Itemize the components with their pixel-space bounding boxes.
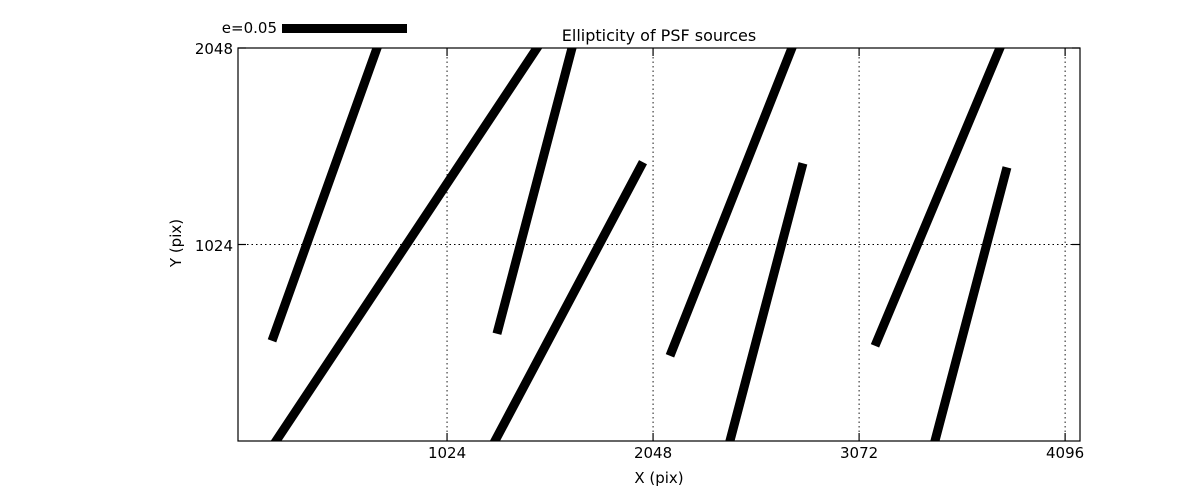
axes-spines: [237, 47, 1081, 442]
quiver-key-bar: [282, 24, 408, 33]
ellipticity-whisker: [489, 160, 647, 441]
x-tick-label-3072: 3072: [839, 444, 879, 462]
ellipticity-whisker: [665, 48, 797, 358]
ellipticity-whisker: [270, 48, 543, 441]
ellipticity-whisker: [267, 48, 382, 343]
y-tick-label-2048: 2048: [194, 40, 233, 58]
quiver-key-label: e=0.05: [221, 19, 277, 37]
whisker-group: [267, 48, 1012, 441]
ellipticity-whisker: [870, 48, 1005, 348]
y-axis-label: Y (pix): [167, 218, 185, 268]
x-tick-label-1024: 1024: [427, 444, 467, 462]
ellipticity-whisker: [725, 162, 808, 441]
x-tick-label-2048: 2048: [633, 444, 673, 462]
ellipticity-whisker: [492, 48, 577, 335]
ellipticity-whisker: [930, 166, 1012, 441]
y-tick-label-1024: 1024: [194, 236, 233, 255]
plot-title: Ellipticity of PSF sources: [561, 26, 757, 45]
x-axis-label: X (pix): [634, 469, 684, 487]
x-tick-label-4096: 4096: [1046, 444, 1085, 462]
